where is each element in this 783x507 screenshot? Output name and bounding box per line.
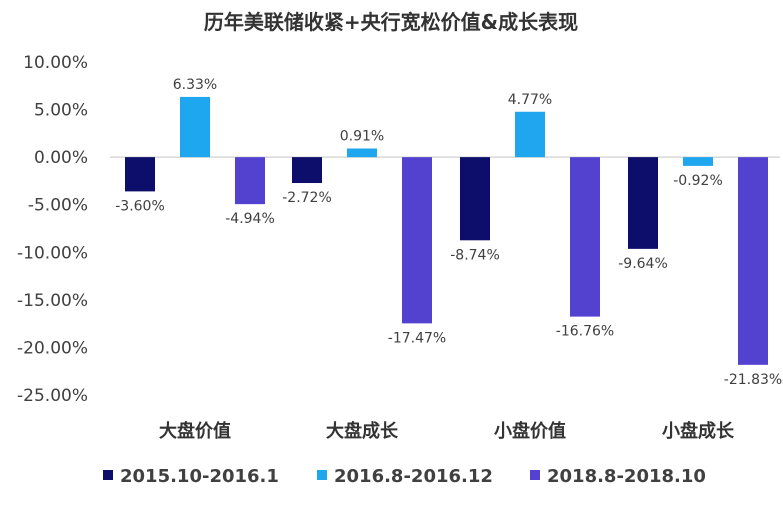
bar xyxy=(570,157,600,317)
data-label: -17.47% xyxy=(388,330,446,346)
data-label: 6.33% xyxy=(173,77,217,93)
legend: 2015.10-2016.1 2016.8-2016.12 2018.8-2018.… xyxy=(103,466,706,487)
bar xyxy=(125,157,155,192)
data-label: -4.94% xyxy=(225,211,275,227)
x-category-label: 小盘价值 xyxy=(494,420,566,442)
legend-swatch xyxy=(530,470,540,480)
y-tick-label: -15.00% xyxy=(17,291,88,311)
x-category-label: 大盘成长 xyxy=(326,420,399,442)
y-tick-label: -20.00% xyxy=(17,338,88,358)
y-tick-label: 10.00% xyxy=(23,53,88,73)
bar xyxy=(515,111,545,158)
data-label: -2.72% xyxy=(282,190,332,206)
data-label: -8.74% xyxy=(450,247,500,263)
data-label: 0.91% xyxy=(340,128,384,144)
bar xyxy=(347,148,377,158)
data-label: 4.77% xyxy=(508,92,552,108)
x-category-label: 大盘价值 xyxy=(159,420,231,442)
bar xyxy=(683,157,713,166)
bar xyxy=(235,157,265,205)
legend-label: 2015.10-2016.1 xyxy=(120,466,279,487)
y-tick-label: -5.00% xyxy=(28,196,88,216)
legend-label: 2016.8-2016.12 xyxy=(334,466,493,487)
y-tick-label: 0.00% xyxy=(34,148,88,168)
x-category-label: 小盘成长 xyxy=(662,420,735,442)
data-label: -0.92% xyxy=(673,173,723,189)
legend-label: 2018.8-2018.10 xyxy=(547,466,706,487)
y-tick-label: -25.00% xyxy=(17,386,88,406)
bar xyxy=(180,96,210,158)
data-labels: -3.60% -2.72% -8.74% -9.64% 6.33% 0.91% 4.77% -… xyxy=(115,77,782,388)
data-label: -21.83% xyxy=(724,372,782,388)
data-label: -9.64% xyxy=(618,256,668,272)
y-axis: 10.00% 5.00% 0.00% -5.00% -10.00% -15.00% -20.… xyxy=(17,53,88,406)
y-tick-label: -10.00% xyxy=(17,243,88,263)
x-axis-categories: 大盘价值 大盘成长 小盘价值 小盘成长 xyxy=(159,420,735,442)
bar xyxy=(460,157,490,241)
data-label: -16.76% xyxy=(556,324,614,340)
y-tick-label: 5.00% xyxy=(34,101,88,121)
bar xyxy=(628,157,658,249)
legend-swatch xyxy=(317,470,327,480)
data-label: -3.60% xyxy=(115,198,165,214)
legend-swatch xyxy=(103,470,113,480)
chart-title: 历年美联储收紧+央行宽松价值&成长表现 xyxy=(204,10,578,34)
bar xyxy=(738,157,768,365)
bar xyxy=(402,157,432,324)
bar xyxy=(292,157,322,184)
bars xyxy=(125,96,768,365)
